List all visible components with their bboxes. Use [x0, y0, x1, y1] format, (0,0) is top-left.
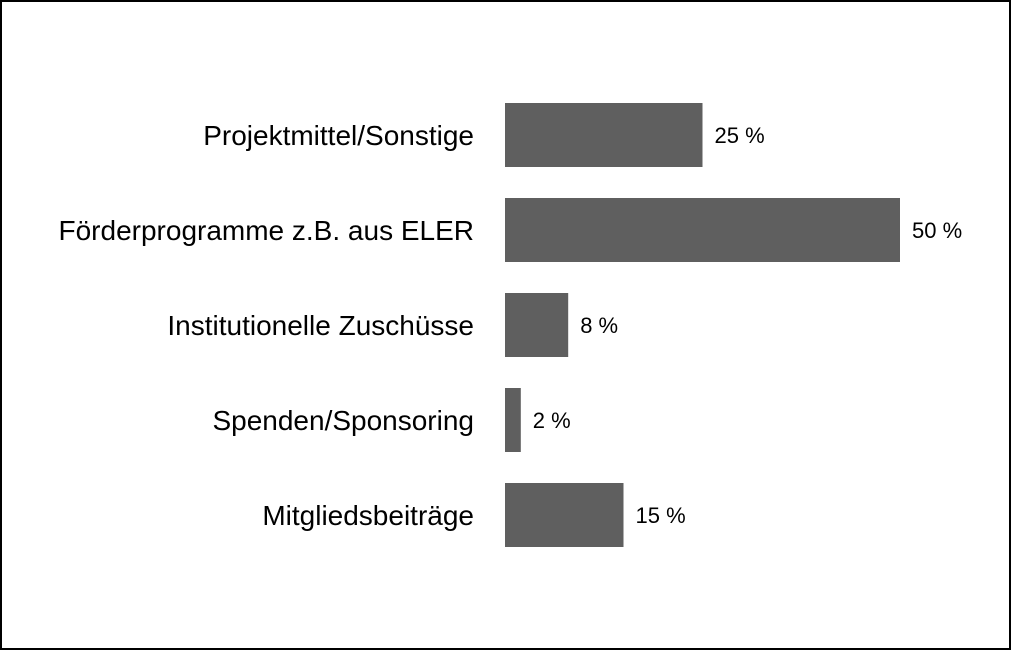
category-label: Mitgliedsbeiträge — [262, 500, 474, 531]
category-label: Projektmittel/Sonstige — [203, 120, 474, 151]
bar-3 — [505, 388, 521, 452]
category-label: Institutionelle Zuschüsse — [167, 310, 474, 341]
bar-1 — [505, 198, 900, 262]
bar-2 — [505, 293, 569, 357]
bar-4 — [505, 483, 624, 547]
value-label: 2 % — [533, 408, 571, 433]
value-label: 50 % — [912, 218, 962, 243]
value-label: 25 % — [715, 123, 765, 148]
value-label: 8 % — [580, 313, 618, 338]
category-label: Spenden/Sponsoring — [212, 405, 474, 436]
category-label: Förderprogramme z.B. aus ELER — [59, 215, 475, 246]
bar-0 — [505, 103, 703, 167]
value-label: 15 % — [636, 503, 686, 528]
